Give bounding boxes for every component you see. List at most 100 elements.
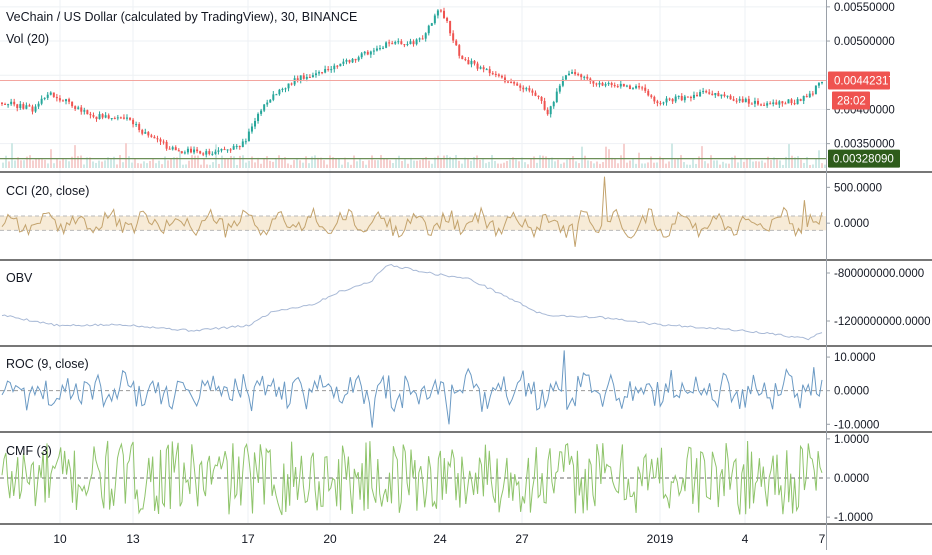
volume-bar bbox=[353, 155, 355, 168]
candle bbox=[211, 153, 214, 155]
volume-bar bbox=[440, 158, 442, 168]
volume-bar bbox=[71, 156, 73, 168]
volume-bar bbox=[626, 162, 628, 168]
candle bbox=[345, 60, 348, 62]
candle bbox=[665, 98, 668, 103]
volume-bar bbox=[134, 158, 136, 168]
roc-pane[interactable] bbox=[0, 350, 826, 428]
candle bbox=[366, 51, 369, 55]
price-pane[interactable] bbox=[0, 6, 826, 168]
cmf-pane[interactable] bbox=[0, 440, 826, 516]
volume-bar bbox=[800, 159, 802, 168]
volume-bar bbox=[221, 155, 223, 168]
volume-bar bbox=[806, 156, 808, 168]
candle bbox=[153, 136, 156, 139]
candle bbox=[705, 91, 708, 93]
candle bbox=[412, 41, 415, 45]
candle bbox=[418, 38, 421, 40]
candle bbox=[805, 96, 808, 98]
candle bbox=[610, 83, 613, 86]
volume-bar bbox=[242, 155, 244, 168]
price-axis[interactable]: 0.005500000.005000000.004000000.00350000… bbox=[826, 2, 931, 524]
candle bbox=[296, 78, 299, 81]
volume-bar bbox=[659, 156, 661, 168]
time-axis-label: 10 bbox=[53, 532, 67, 546]
volume-bar bbox=[644, 163, 646, 168]
candle bbox=[13, 101, 16, 105]
candle bbox=[232, 146, 235, 150]
candle bbox=[421, 38, 424, 40]
candle bbox=[217, 150, 220, 152]
volume-bar bbox=[785, 156, 787, 168]
candle bbox=[567, 73, 570, 76]
candle bbox=[726, 95, 729, 97]
cmf-legend: CMF (3) bbox=[6, 444, 52, 458]
candle bbox=[150, 135, 153, 137]
candle bbox=[183, 152, 186, 154]
candle bbox=[500, 75, 503, 78]
candle bbox=[238, 146, 241, 148]
candle bbox=[86, 110, 89, 115]
axis-tick-label: 0.00350000 bbox=[834, 139, 895, 151]
volume-bar bbox=[23, 160, 25, 168]
volume-bar bbox=[131, 162, 133, 168]
volume-bar bbox=[314, 155, 316, 168]
candle bbox=[162, 141, 165, 143]
candle bbox=[10, 101, 13, 105]
candle bbox=[516, 83, 519, 86]
candle bbox=[485, 69, 488, 71]
volume-bar bbox=[374, 160, 376, 168]
volume-bar bbox=[665, 163, 667, 168]
volume-bar bbox=[557, 159, 559, 168]
candle bbox=[775, 102, 778, 105]
volume-bar bbox=[803, 162, 805, 168]
volume-bar bbox=[599, 163, 601, 168]
volume-bar bbox=[449, 156, 451, 168]
candle bbox=[552, 101, 555, 107]
candle bbox=[427, 25, 430, 34]
candle bbox=[656, 101, 659, 104]
candle bbox=[263, 104, 266, 111]
roc-line bbox=[1, 350, 823, 428]
candle bbox=[488, 69, 491, 74]
candle bbox=[714, 92, 717, 96]
candle bbox=[601, 82, 604, 86]
candle bbox=[138, 124, 141, 131]
obv-pane[interactable] bbox=[1, 263, 823, 341]
axis-tick-label: 0.00500000 bbox=[834, 36, 895, 48]
candle bbox=[324, 69, 327, 73]
candle bbox=[129, 117, 132, 120]
candle bbox=[647, 90, 650, 96]
candle bbox=[199, 151, 202, 154]
axis-tick-label: 1.0000 bbox=[834, 434, 869, 446]
candle bbox=[628, 85, 631, 89]
candle bbox=[455, 40, 458, 46]
candle bbox=[220, 149, 223, 151]
candle bbox=[756, 100, 759, 105]
cci-line bbox=[1, 176, 823, 247]
candle bbox=[223, 149, 226, 151]
volume-bar bbox=[407, 163, 409, 168]
candle bbox=[760, 104, 763, 106]
volume-bar bbox=[137, 163, 139, 168]
candle bbox=[74, 106, 77, 109]
candle bbox=[692, 94, 695, 99]
cci-pane[interactable] bbox=[0, 176, 826, 247]
time-axis[interactable]: 10 13 17 20 24 27 2019 4 7 bbox=[53, 532, 825, 546]
volume-bar bbox=[32, 160, 34, 168]
candle bbox=[250, 126, 253, 132]
candle bbox=[787, 99, 790, 104]
volume-bar bbox=[794, 157, 796, 168]
candle bbox=[464, 59, 467, 61]
volume-bar bbox=[77, 156, 79, 168]
volume-bar bbox=[473, 157, 475, 168]
volume-legend: Vol (20) bbox=[6, 32, 49, 46]
candle bbox=[260, 110, 263, 114]
volume-bar bbox=[776, 159, 778, 168]
candle bbox=[122, 117, 125, 119]
candle bbox=[476, 63, 479, 69]
volume-bar bbox=[140, 163, 142, 168]
candle bbox=[662, 102, 665, 104]
